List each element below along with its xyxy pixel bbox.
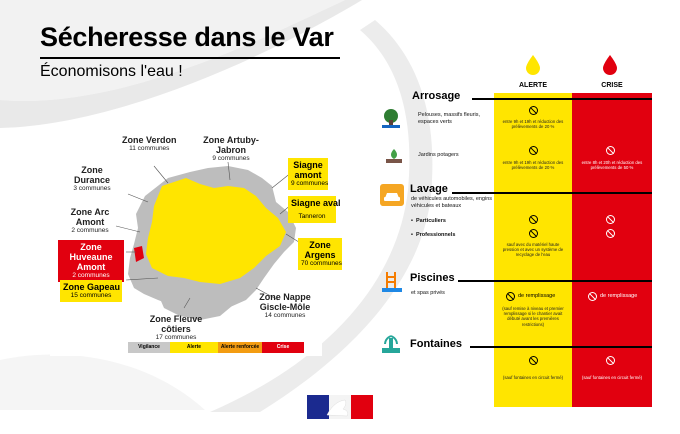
- zone-arc-amont-label: Zone Arc Amont 2 communes: [70, 207, 110, 234]
- piscines-desc: et spas privés: [411, 290, 445, 296]
- siagne-aval-box: Siagne aval Tanneron: [288, 196, 341, 223]
- piscines-crise: de remplissage: [600, 293, 638, 299]
- section-arrosage-line: [472, 98, 652, 100]
- red-drop-icon: [603, 55, 617, 75]
- legend-crise: Crise: [262, 342, 304, 353]
- park-bench-icon: [382, 109, 400, 128]
- alerte-header: ALERTE: [519, 82, 547, 89]
- piscines-alerte-note: (sauf remise à niveau et premier remplis…: [502, 306, 564, 327]
- map-alerte-region: [146, 178, 286, 284]
- ban-icon: [606, 146, 615, 155]
- arrosage-row1-alerte: entre 9h et 19h et réduction des prélève…: [502, 119, 564, 130]
- zone-verdon-label: Zone Verdon 11 communes: [122, 135, 177, 152]
- lavage-desc: de véhicules automobiles, engins véhicul…: [411, 196, 493, 209]
- ban-icon: [606, 356, 615, 365]
- pool-ladder-icon: [382, 272, 402, 292]
- ban-icon: [529, 106, 538, 115]
- legend-alerte: Alerte: [170, 342, 218, 353]
- zone-durance-label: Zone Durance 3 communes: [73, 165, 111, 192]
- fountain-icon: [382, 335, 400, 353]
- ban-icon: [529, 215, 538, 224]
- zone-argens-box: Zone Argens 70 communes: [298, 238, 342, 270]
- ban-icon: [606, 229, 615, 238]
- zone-nappe-label: Zone Nappe Giscle-Môle 14 communes: [259, 292, 311, 319]
- section-arrosage-title: Arrosage: [412, 90, 461, 102]
- lavage-professionnels-label: • Professionnels: [411, 232, 456, 238]
- legend-alerte-renforcee: Alerte renforcée: [218, 342, 262, 353]
- piscines-alerte: de remplissage: [518, 293, 556, 299]
- arrosage-row2-label: Jardins potagers: [418, 152, 459, 158]
- zone-fleuve-label: Zone Fleuve côtiers 17 communes: [149, 314, 203, 341]
- car-icon: [380, 184, 404, 206]
- section-lavage-line: [452, 192, 652, 194]
- fontaines-alerte-note: (sauf fontaines en circuit fermé): [502, 375, 564, 380]
- ban-icon: [529, 146, 538, 155]
- yellow-drop-icon: [526, 55, 540, 75]
- map-grey-south: [158, 278, 232, 320]
- title-underline: [40, 57, 340, 59]
- crise-header: CRISE: [601, 82, 623, 89]
- ban-icon: [588, 292, 597, 301]
- section-piscines-line: [458, 280, 652, 282]
- map-crise-region: [134, 246, 144, 262]
- arrosage-row1-label: Pelouses, massifs fleuris, espaces verts: [418, 112, 481, 125]
- ban-icon: [529, 356, 538, 365]
- section-fontaines-line: [470, 346, 652, 348]
- var-map: [115, 161, 303, 320]
- section-piscines-title: Piscines: [410, 272, 455, 284]
- lavage-alerte-note: sauf avec du matériel haute pression et …: [502, 242, 564, 258]
- zone-gapeau-box: Zone Gapeau 15 communes: [60, 280, 122, 302]
- map-panel: Zone Verdon 11 communes Zone Artuby-Jabro…: [50, 128, 342, 356]
- zone-artuby-label: Zone Artuby-Jabron 9 communes: [203, 135, 259, 162]
- page-subtitle: Économisons l'eau !: [40, 63, 183, 80]
- section-lavage-title: Lavage: [410, 183, 448, 195]
- ban-icon: [529, 229, 538, 238]
- vegetable-garden-icon: [386, 149, 402, 163]
- fontaines-crise-note: (sauf fontaines en circuit fermé): [581, 375, 643, 380]
- ban-icon: [606, 215, 615, 224]
- ban-icon: [506, 292, 515, 301]
- republique-francaise-logo: [307, 395, 373, 419]
- legend-vigilance: Vigilance: [128, 342, 170, 353]
- zone-huveaune-box: Zone Huveaune Amont 2 communes: [58, 240, 124, 282]
- arrosage-row2-crise: entre 8h et 20h et réduction des prélève…: [581, 160, 643, 171]
- arrosage-row2-alerte: entre 9h et 19h et réduction des prélève…: [502, 160, 564, 171]
- page-title: Sécheresse dans le Var: [40, 22, 334, 52]
- map-legend: Vigilance Alerte Alerte renforcée Crise: [128, 342, 304, 353]
- section-fontaines-title: Fontaines: [410, 338, 462, 350]
- siagne-amont-box: Siagne amont 9 communes: [288, 158, 328, 190]
- lavage-particuliers-label: • Particuliers: [411, 218, 446, 224]
